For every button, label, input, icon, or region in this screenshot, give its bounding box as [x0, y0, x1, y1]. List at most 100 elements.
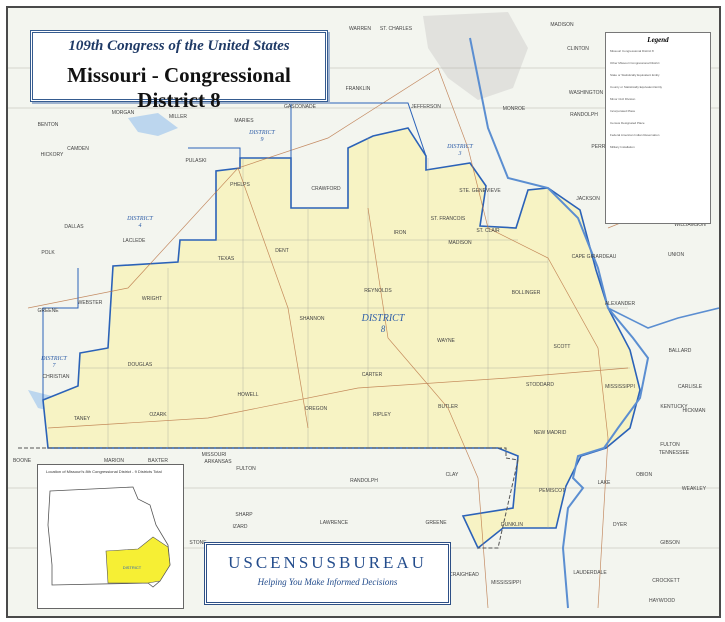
map-legend: Legend Missouri Congressional District 8…: [605, 32, 711, 224]
census-bureau-name: USCENSUSBUREAU: [228, 553, 427, 572]
legend-item: Minor Civil Division: [610, 97, 636, 101]
county-label: BOLLINGER: [512, 290, 541, 296]
county-label: TENNESSEE: [659, 450, 690, 456]
county-label: ST. FRANCOIS: [431, 216, 466, 222]
county-label: HOWELL: [237, 392, 258, 398]
legend-title: Legend: [647, 36, 669, 44]
inset-caption: Location of Missouri's 8th Congressional…: [46, 469, 162, 474]
county-label: WASHINGTON: [569, 90, 604, 96]
svg-text:DISTRICT: DISTRICT: [248, 130, 275, 136]
county-label: TANEY: [74, 416, 91, 422]
mississippi-river: [469, 37, 650, 609]
county-label: GREENE: [37, 308, 59, 314]
county-label: IZARD: [233, 524, 248, 530]
county-label: CARLISLE: [678, 384, 703, 390]
county-label: CLAY: [446, 472, 459, 478]
map-title-box: 109th Congress of the United States Miss…: [30, 30, 328, 112]
county-label: MISSISSIPPI: [605, 384, 635, 390]
urban-area-st-louis: [423, 12, 528, 100]
county-label: WILLIAMSON: [674, 222, 706, 228]
county-label: NEW MADRID: [534, 430, 567, 436]
district-label-d9: DISTRICT 9: [248, 130, 275, 143]
county-label: RANDOLPH: [350, 478, 378, 484]
county-label: SHARP: [235, 512, 253, 518]
county-label: HICKMAN: [682, 408, 705, 414]
county-label: MILLER: [169, 114, 187, 120]
county-label: FULTON: [236, 466, 256, 472]
county-label: STODDARD: [526, 382, 554, 388]
county-label: BUTLER: [438, 404, 458, 410]
county-label: CRAWFORD: [311, 186, 341, 192]
map-title-district: Missouri - Congressional District 8: [67, 63, 291, 112]
svg-text:8: 8: [381, 324, 386, 334]
legend-item: Other Missouri Congressional District: [610, 61, 660, 65]
county-label: ST. CHARLES: [380, 26, 413, 32]
map-title-congress: 109th Congress of the United States: [68, 38, 290, 54]
county-label: DUNKLIN: [501, 522, 523, 528]
census-bureau-logo-box: USCENSUSBUREAU Helping You Make Informed…: [204, 542, 451, 605]
county-label: LAUDERDALE: [573, 570, 607, 576]
svg-text:DISTRICT: DISTRICT: [446, 144, 473, 150]
county-label: CLINTON: [567, 46, 589, 52]
legend-item: County or Statistically Equivalent Entit…: [610, 85, 663, 89]
other-district-boundaries: [42, 102, 427, 400]
county-label: MARION: [104, 458, 124, 464]
county-label: CAPE GIRARDEAU: [572, 254, 617, 260]
county-label: JEFFERSON: [411, 104, 441, 110]
county-label: MISSISSIPPI: [491, 580, 521, 586]
county-label: JACKSON: [576, 196, 600, 202]
county-label: WARREN: [349, 26, 371, 32]
county-labels: WARREN ST. CHARLES MADISON CLINTON FRANKLIN O…: [13, 22, 707, 604]
district-label-d3: DISTRICT 3: [446, 144, 473, 157]
county-label: GASCONADE: [284, 104, 317, 110]
county-label: CAMDEN: [67, 146, 89, 152]
svg-text:7: 7: [53, 363, 57, 369]
county-label: SCOTT: [554, 344, 571, 350]
county-label: POLK: [41, 250, 55, 256]
district-label-d8: DISTRICT 8: [361, 313, 406, 334]
state-boundary-mo-ar: [18, 447, 519, 549]
county-label: LAWRENCE: [320, 520, 349, 526]
county-label: FRANKLIN: [346, 86, 371, 92]
county-label: WAYNE: [437, 338, 455, 344]
county-label: ALEXANDER: [605, 301, 636, 307]
lake-of-the-ozarks: [128, 113, 178, 136]
county-label: MADISON: [550, 22, 574, 28]
county-label: STONE: [189, 540, 207, 546]
county-label: BOONE: [13, 458, 32, 464]
county-label: ST. CLAIR: [476, 228, 500, 234]
county-label: DENT: [275, 248, 289, 254]
ohio-river: [607, 307, 719, 329]
county-label: MADISON: [448, 240, 472, 246]
svg-text:9: 9: [261, 137, 264, 143]
county-label: REYNOLDS: [364, 288, 392, 294]
district-label-d4: DISTRICT 4: [126, 216, 153, 229]
county-label: HICKORY: [41, 152, 64, 158]
county-label: MORGAN: [112, 110, 135, 116]
inset-district-label: DISTRICT: [123, 565, 142, 570]
county-label: BALLARD: [669, 348, 692, 354]
county-label: PEMISCOT: [539, 488, 565, 494]
county-label: FULTON: [660, 442, 680, 448]
roads: [27, 67, 709, 609]
svg-text:4: 4: [139, 222, 142, 229]
county-label: STE. GENEVIEVE: [459, 188, 501, 194]
county-label: WRIGHT: [142, 296, 162, 302]
inset-missouri-outline: DISTRICT: [47, 486, 171, 588]
county-label: GIBSON: [660, 540, 680, 546]
county-label: DALLAS: [64, 224, 84, 230]
county-label: LAKE: [598, 480, 611, 486]
county-label: MONROE: [503, 106, 526, 112]
county-label: OBION: [636, 472, 653, 478]
legend-item: Census Designated Place: [610, 121, 645, 125]
county-label: OREGON: [305, 406, 328, 412]
county-label: HAYWOOD: [649, 598, 675, 604]
county-label: PULASKI: [185, 158, 206, 164]
legend-item: State or Statistically Equivalent Entity: [610, 73, 660, 77]
county-label: LACLEDE: [123, 238, 146, 244]
county-label: BAXTER: [148, 458, 168, 464]
locator-inset-map: Location of Missouri's 8th Congressional…: [37, 464, 184, 609]
county-label: MISSOURI: [202, 452, 227, 458]
svg-text:3: 3: [458, 151, 462, 157]
county-label: RIPLEY: [373, 412, 391, 418]
